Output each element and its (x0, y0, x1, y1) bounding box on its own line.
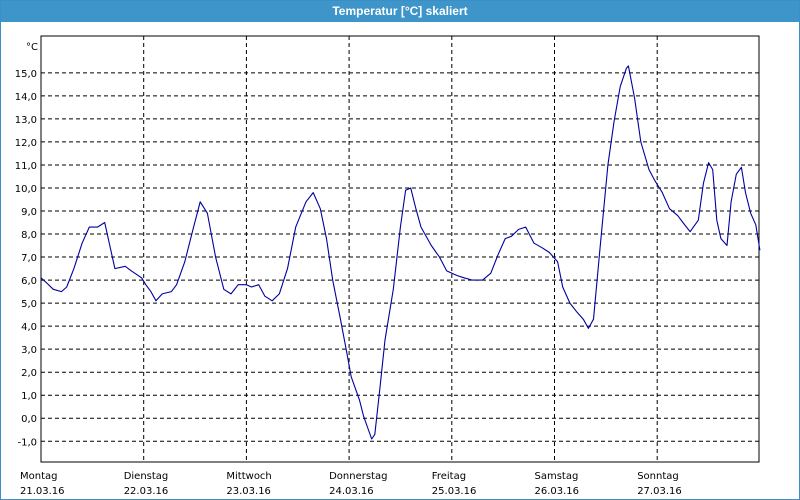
y-tick-label: 11,0 (15, 161, 37, 172)
y-tick-label: 15,0 (15, 69, 37, 80)
x-date-label: 22.03.16 (124, 486, 169, 497)
y-tick-label: -1,0 (17, 437, 37, 448)
y-tick-label: 9,0 (21, 207, 37, 218)
y-tick-label: 12,0 (15, 138, 37, 149)
y-tick-label: 6,0 (21, 276, 37, 287)
y-tick-label: 0,0 (21, 414, 37, 425)
y-tick-label: 13,0 (15, 115, 37, 126)
y-tick-label: 1,0 (21, 391, 37, 402)
plot-area-frame (40, 35, 760, 463)
x-day-label: Donnerstag (329, 471, 387, 482)
x-axis-ticks: Montag 21.03.16 Dienstag 22.03.16 Mittwoch 23… (20, 471, 682, 497)
y-tick-label: 2,0 (21, 368, 37, 379)
x-date-label: 23.03.16 (226, 486, 271, 497)
x-day-label: Mittwoch (226, 471, 271, 482)
x-day-label: Freitag (432, 471, 466, 482)
y-tick-label: 3,0 (21, 345, 37, 356)
x-date-label: 25.03.16 (432, 486, 477, 497)
x-date-label: 24.03.16 (329, 486, 374, 497)
y-tick-label: 7,0 (21, 253, 37, 264)
y-axis-ticks: -1,0 0,0 1,0 2,0 3,0 4,0 5,0 6,0 7,0 8,0 9,0 10,0 11… (15, 69, 37, 448)
y-tick-label: 10,0 (15, 184, 37, 195)
y-tick-label: 14,0 (15, 92, 37, 103)
x-date-label: 26.03.16 (535, 486, 580, 497)
y-tick-label: 8,0 (21, 230, 37, 241)
y-tick-label: 5,0 (21, 299, 37, 310)
chart-grid (41, 36, 759, 462)
x-day-label: Dienstag (124, 471, 169, 482)
y-axis-unit-label: °C (26, 42, 38, 53)
temperature-series-line (40, 65, 761, 440)
x-day-label: Samstag (535, 471, 579, 482)
y-tick-label: 4,0 (21, 322, 37, 333)
x-date-label: 27.03.16 (637, 486, 682, 497)
x-day-label: Sonntag (637, 471, 679, 482)
x-date-label: 21.03.16 (20, 486, 65, 497)
x-day-label: Montag (20, 471, 57, 482)
window-title: Temperatur [°C] skaliert (1, 1, 799, 22)
